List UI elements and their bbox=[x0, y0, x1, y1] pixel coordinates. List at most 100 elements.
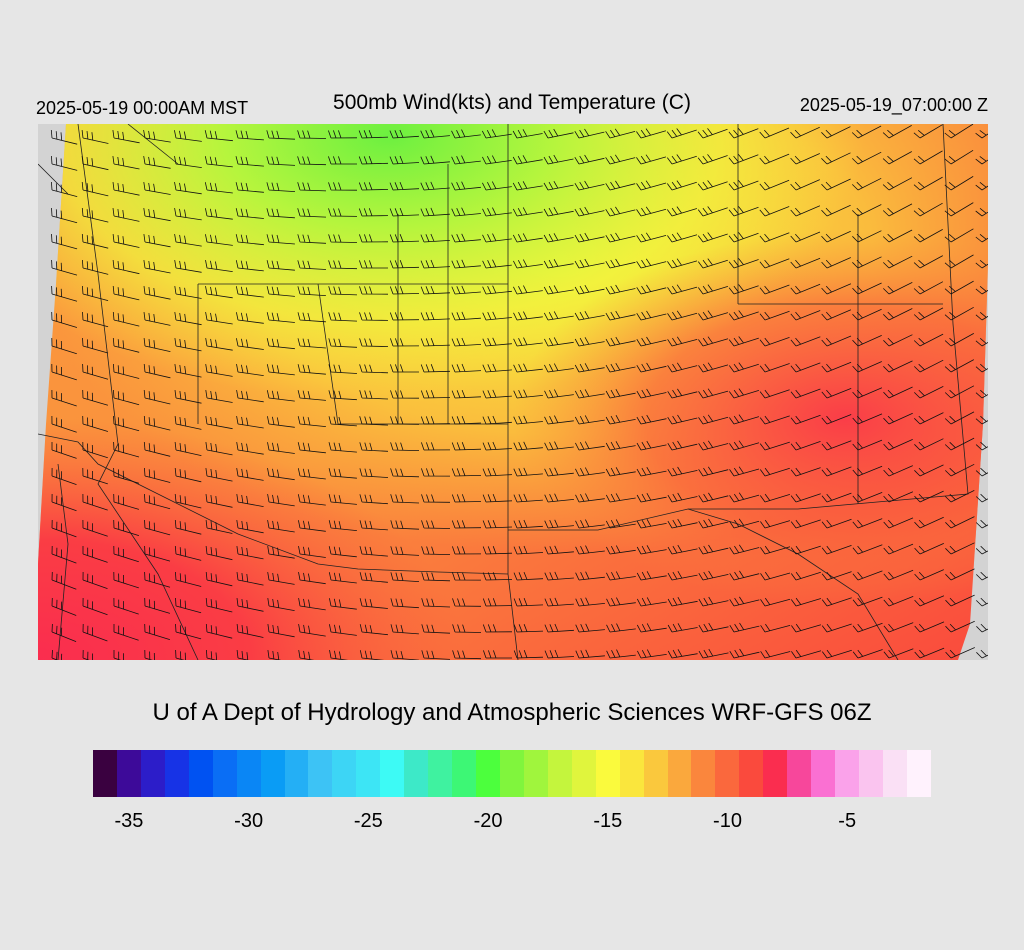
wind-barb bbox=[113, 389, 140, 406]
wind-barb bbox=[513, 571, 544, 581]
wind-barb bbox=[759, 127, 790, 139]
wind-barb bbox=[698, 622, 729, 633]
wind-barb bbox=[328, 546, 357, 558]
wind-barb bbox=[235, 260, 264, 272]
wind-barb bbox=[328, 442, 357, 453]
wind-barb bbox=[451, 363, 482, 373]
wind-barb bbox=[883, 465, 913, 477]
wind-barb bbox=[914, 569, 944, 581]
wind-barb bbox=[390, 494, 420, 504]
wind-barb bbox=[729, 570, 760, 581]
wind-barb bbox=[636, 440, 667, 451]
wind-barb bbox=[389, 286, 420, 295]
wind-barb bbox=[636, 545, 667, 555]
wind-barb bbox=[821, 257, 851, 269]
wind-barb bbox=[574, 285, 605, 295]
wind-barb bbox=[174, 338, 202, 352]
wind-barb bbox=[512, 181, 543, 191]
wind-barb bbox=[235, 182, 264, 193]
wind-barb bbox=[790, 519, 821, 529]
wind-barb bbox=[821, 440, 852, 451]
wind-barb bbox=[451, 337, 482, 347]
wind-barb bbox=[236, 416, 264, 429]
wind-barb bbox=[51, 493, 77, 512]
wind-barb bbox=[420, 338, 451, 347]
wind-barb bbox=[821, 518, 852, 529]
wind-barb bbox=[852, 387, 883, 399]
wind-barb bbox=[667, 414, 698, 425]
wind-barb bbox=[82, 441, 108, 459]
wind-barb bbox=[729, 466, 760, 477]
wind-barb bbox=[790, 493, 821, 503]
wind-barb bbox=[728, 232, 759, 243]
wind-barb bbox=[944, 359, 974, 373]
wind-barb bbox=[728, 180, 759, 191]
wind-barb bbox=[82, 546, 108, 563]
wind-barb bbox=[790, 441, 821, 451]
wind-barb bbox=[359, 260, 388, 269]
wind-barb bbox=[205, 208, 233, 220]
wind-barb bbox=[636, 362, 667, 373]
wind-barb bbox=[605, 258, 636, 269]
wind-barb bbox=[791, 623, 822, 633]
wind-barb bbox=[606, 545, 636, 555]
wind-barb bbox=[390, 546, 420, 556]
wind-barb bbox=[267, 468, 295, 481]
wind-barb bbox=[697, 154, 728, 165]
wind-barb bbox=[667, 388, 698, 399]
wind-barb bbox=[821, 152, 851, 165]
wind-barb bbox=[51, 442, 77, 459]
wind-barb bbox=[975, 415, 988, 425]
wind-barb bbox=[143, 234, 171, 248]
wind-barb bbox=[174, 156, 202, 168]
wind-barb bbox=[205, 545, 233, 561]
wind-barb bbox=[636, 336, 667, 347]
wind-barb bbox=[451, 520, 482, 529]
wind-barb bbox=[913, 124, 943, 139]
wind-barb bbox=[574, 311, 605, 321]
wind-barb bbox=[328, 416, 357, 427]
wind-barb bbox=[175, 597, 202, 614]
wind-barb bbox=[883, 648, 914, 659]
wind-barb bbox=[421, 546, 451, 555]
wind-barb bbox=[112, 130, 140, 144]
wind-barb bbox=[267, 546, 295, 559]
wind-barb bbox=[267, 624, 295, 638]
wind-barb bbox=[944, 176, 974, 191]
wind-barb bbox=[544, 415, 574, 425]
wind-barb bbox=[359, 286, 389, 295]
wind-barb bbox=[482, 285, 512, 295]
wind-barb bbox=[143, 260, 171, 274]
wind-barb bbox=[790, 126, 820, 139]
colorbar-swatch bbox=[715, 750, 740, 797]
wind-barb bbox=[636, 414, 667, 425]
wind-barb bbox=[266, 182, 296, 192]
wind-barb bbox=[482, 337, 512, 347]
wind-barb bbox=[389, 312, 420, 321]
wind-barb bbox=[482, 624, 513, 633]
wind-barb bbox=[297, 494, 326, 506]
wind-barb bbox=[913, 307, 944, 321]
wind-barb bbox=[667, 466, 698, 477]
wind-barb bbox=[605, 128, 636, 139]
wind-barb bbox=[575, 545, 605, 555]
wind-barb bbox=[790, 205, 821, 217]
wind-barb bbox=[359, 520, 388, 531]
wind-barb bbox=[297, 312, 326, 323]
wind-barb bbox=[359, 234, 389, 243]
wind-barb bbox=[698, 362, 729, 373]
wind-barb bbox=[944, 333, 974, 347]
wind-barb bbox=[697, 258, 728, 269]
wind-barb bbox=[790, 467, 821, 477]
wind-barb bbox=[359, 572, 388, 583]
wind-barb bbox=[852, 465, 883, 477]
colorbar-swatch bbox=[308, 750, 333, 797]
wind-barb bbox=[482, 520, 513, 529]
wind-barb bbox=[975, 337, 988, 347]
wind-barb bbox=[697, 284, 729, 295]
colorbar-tick-label: -30 bbox=[234, 810, 264, 832]
wind-barb bbox=[574, 128, 605, 139]
wind-barb bbox=[389, 260, 420, 269]
wind-barb bbox=[421, 650, 451, 660]
colorbar-swatch bbox=[236, 750, 261, 797]
